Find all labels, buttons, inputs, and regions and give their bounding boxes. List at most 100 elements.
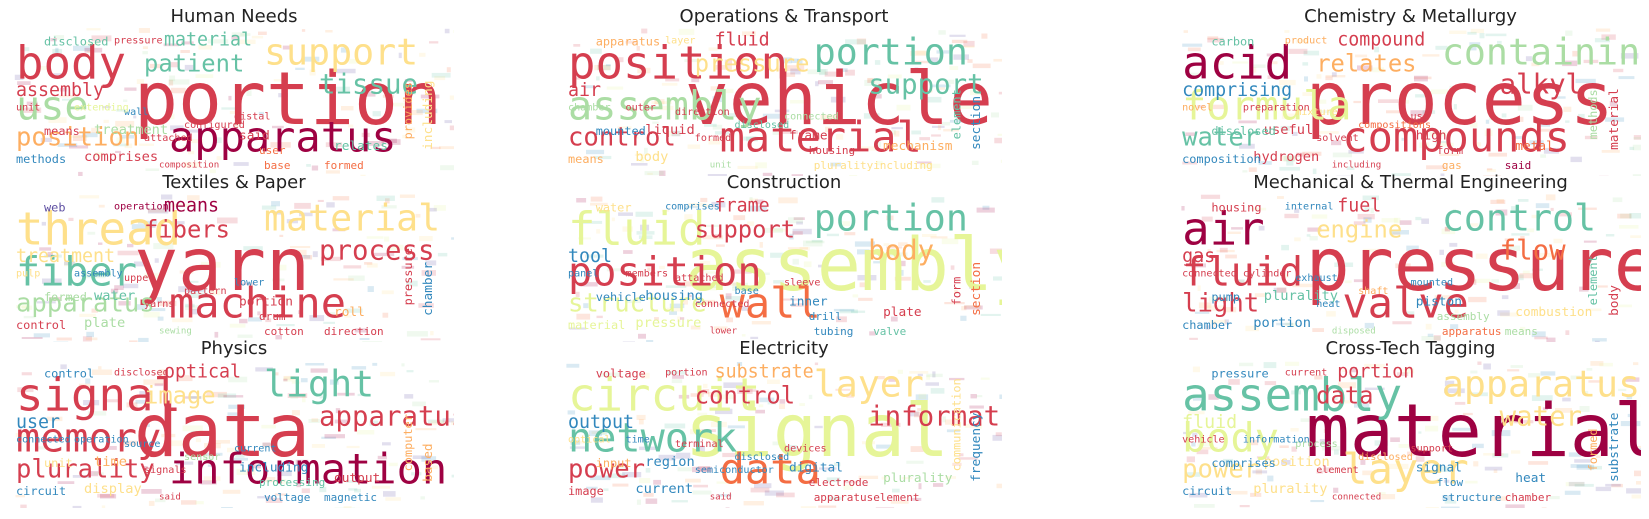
filler-mark [1348,149,1364,154]
cloud-word: body [1607,285,1622,316]
filler-mark [84,47,103,53]
filler-mark [776,492,795,498]
word-cloud: process compounds acid containing formula rel… [1180,28,1641,176]
filler-mark [957,104,978,109]
filler-mark [911,130,921,135]
filler-mark [617,126,632,129]
filler-mark [732,282,748,288]
filler-mark [933,483,944,487]
filler-mark [1284,30,1290,33]
filler-mark [836,316,847,323]
filler-mark [688,203,706,207]
filler-mark [703,224,720,227]
filler-mark [774,109,790,113]
cloud-word: flow [1500,235,1566,266]
filler-mark [23,107,42,113]
filler-mark [324,434,345,439]
filler-mark [967,59,973,63]
filler-mark [384,236,390,242]
cloud-word: use [1411,111,1429,122]
filler-mark [1422,110,1436,114]
filler-mark [833,462,841,467]
filler-mark [644,171,664,176]
panel-cross-tech-tagging: Cross-Tech Tagging material layer assembly… [1180,338,1641,508]
filler-mark [644,147,648,154]
panel-title: Physics [200,338,268,359]
filler-mark [582,220,603,224]
filler-mark [72,505,82,508]
filler-mark [410,110,423,116]
filler-mark [762,172,773,176]
filler-mark [1242,170,1248,173]
filler-mark [1285,322,1296,327]
filler-mark [360,174,366,176]
cloud-word: light [264,363,374,406]
filler-mark [1182,43,1203,47]
filler-mark [792,231,803,235]
filler-mark [849,175,858,176]
filler-mark [1302,151,1322,156]
cloud-word: including [239,460,308,475]
cloud-word: formed [324,159,364,172]
filler-mark [1605,117,1625,122]
filler-mark [755,199,764,205]
filler-mark [618,57,624,63]
filler-mark [283,378,288,382]
filler-mark [240,33,251,36]
filler-mark [623,250,633,254]
filler-mark [1360,459,1366,465]
filler-mark [64,261,75,266]
filler-mark [899,260,906,267]
filler-mark [1258,161,1272,165]
cloud-word: connected [1332,492,1381,502]
filler-mark [427,419,444,424]
filler-mark [373,252,395,257]
filler-mark [640,156,644,163]
filler-mark [52,48,63,55]
cloud-word: shaft [1358,286,1388,297]
filler-mark [277,471,292,477]
filler-mark [1273,287,1287,293]
filler-mark [1629,146,1635,150]
filler-mark [57,481,75,484]
cloud-word: magnetic [324,491,377,504]
filler-mark [337,392,355,396]
filler-mark [15,433,26,437]
filler-mark [402,134,407,139]
filler-mark [1396,372,1409,377]
filler-mark [1313,99,1327,104]
cloud-word: fibers [144,216,230,244]
filler-mark [1520,236,1525,239]
filler-mark [1426,165,1446,170]
cloud-word: frame [789,128,828,143]
cloud-word: process [319,235,434,266]
cloud-word: apparatus [169,113,397,162]
filler-mark [826,477,841,483]
filler-mark [815,81,819,87]
filler-mark [964,423,981,428]
filler-mark [335,68,356,74]
filler-mark [1186,431,1190,438]
cloud-word: product [1285,36,1328,47]
cloud-word: composition [159,160,219,170]
filler-mark [1250,492,1262,497]
filler-mark [1239,143,1255,149]
filler-mark [864,79,880,86]
cloud-word: disclosed [735,452,790,463]
cloud-word: drum [259,310,286,323]
filler-mark [1486,168,1493,171]
filler-mark [923,280,931,283]
filler-mark [21,305,33,310]
filler-mark [704,271,716,274]
filler-mark [1631,494,1641,499]
filler-mark [87,471,99,477]
filler-mark [1543,147,1559,154]
cloud-word: formula [1182,83,1351,129]
filler-mark [1576,464,1595,470]
filler-mark [590,196,603,202]
cloud-word: chamber [1505,491,1552,504]
filler-mark [1578,113,1585,120]
filler-mark [437,252,448,257]
cloud-word: useful [1264,122,1313,138]
filler-mark [1223,458,1234,464]
